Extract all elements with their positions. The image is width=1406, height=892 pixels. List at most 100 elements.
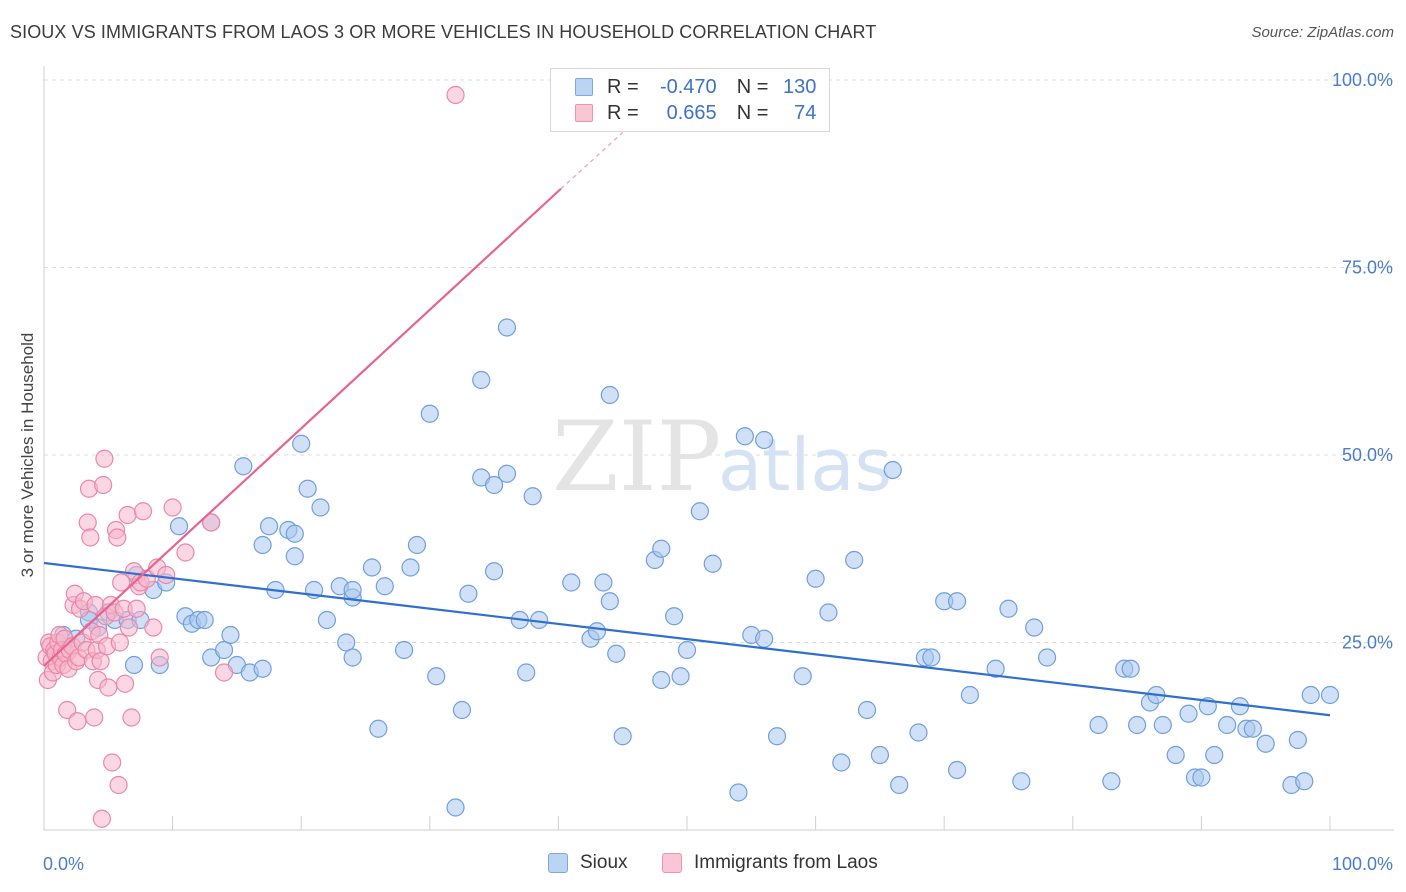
sioux-point [472,370,491,390]
sioux-point [394,640,414,660]
sioux-point [562,573,581,592]
sioux-point [485,562,504,581]
sioux-point [214,640,234,660]
sioux-point [1243,719,1262,738]
sioux-point [1025,618,1044,637]
sioux-trend-line [43,561,1331,717]
sioux-point [459,584,478,603]
x-tick-label: 100.0% [1332,854,1393,874]
sioux-point [909,723,928,742]
laos-point [119,618,138,637]
legend-r-value: 0.665 [666,101,717,124]
sioux-point [587,622,607,641]
sioux-point [960,685,980,705]
sioux-point [1102,772,1121,791]
laos-point [127,599,146,618]
legend-r-label: R = [607,75,639,98]
sioux-point [607,644,626,663]
laos-point [85,708,104,727]
legend-item-laos: Immigrants from Laos [662,852,878,874]
legend-n-value: 130 [783,75,817,98]
laos-point [176,543,195,562]
sioux-point [1037,648,1057,667]
sioux-point [497,318,517,337]
sioux-swatch [575,78,593,96]
sioux-point [671,667,690,686]
sioux-point [124,655,144,675]
laos-point [157,565,176,585]
laos-point [110,633,129,652]
sioux-point [285,547,304,566]
sioux-point [446,798,465,817]
sioux-points [54,318,1340,817]
legend-row-sioux: R = -0.470 N = 130 [575,75,816,99]
sioux-point [375,577,394,596]
legend-label-sioux: Sioux [580,852,628,873]
sioux-point [1320,685,1340,705]
sioux-point [1089,715,1108,735]
laos-points [37,85,465,828]
sioux-point [523,487,542,506]
laos-point [118,505,137,525]
y-tick-label: 100.0% [1332,70,1393,90]
laos-point [163,498,182,517]
x-tick-label: 0.0% [43,854,84,874]
sioux-point [1179,704,1198,723]
sioux-point [311,498,330,517]
sioux-point [947,592,967,611]
sioux-point [259,517,279,536]
laos-point [95,449,114,468]
sioux-point [947,760,967,780]
sioux-point [427,667,446,686]
sioux-point [234,457,253,476]
laos-trend-line [43,187,562,667]
laos-point [91,652,110,671]
legend-row-laos: R = 0.665 N = 74 [575,101,816,125]
legend-item-sioux: Sioux [548,852,628,874]
series-legend: Sioux Immigrants from Laos [0,852,1406,878]
sioux-point [420,404,439,423]
laos-point [99,678,118,697]
legend-r-label: R = [607,101,639,124]
laos-point [81,528,100,547]
sioux-point [1166,745,1185,765]
y-tick-label: 50.0% [1342,445,1393,465]
legend-n-label: N = [736,75,769,98]
laos-point [122,708,141,727]
laos-point [446,85,465,105]
sioux-point [337,633,356,652]
legend-n-value: 74 [794,101,817,124]
laos-point [78,513,97,532]
sioux-point [755,430,774,450]
sioux-point [253,535,272,555]
sioux-point [343,580,362,600]
sioux-point [292,434,311,453]
sioux-point [1205,745,1224,765]
sioux-point [1295,772,1314,791]
trend-lines [43,131,1331,717]
laos-point [92,809,111,828]
laos-legend-swatch [662,853,682,873]
sioux-point [600,592,619,611]
sioux-point [729,783,748,802]
sioux-point [735,427,754,446]
laos-point [68,712,87,731]
sioux-point [343,648,362,667]
sioux-point [999,599,1018,618]
sioux-point [1012,772,1031,791]
laos-point [109,775,128,795]
laos-swatch [575,104,593,122]
sioux-point [253,659,272,678]
tick-labels: 25.0% 50.0% 75.0% 100.0% 0.0% 100.0% [43,70,1393,874]
correlation-legend: R = -0.470 N = 130 R = 0.665 N = 74 [550,68,830,132]
laos-point [58,700,77,720]
sioux-point [600,385,619,405]
sioux-point [497,464,517,483]
sioux-point [755,629,774,648]
sioux-point [690,502,709,521]
laos-point [112,573,131,592]
sioux-point [793,667,812,686]
sioux-point [195,610,214,630]
sioux-point [665,607,684,626]
sioux-point [857,700,877,720]
